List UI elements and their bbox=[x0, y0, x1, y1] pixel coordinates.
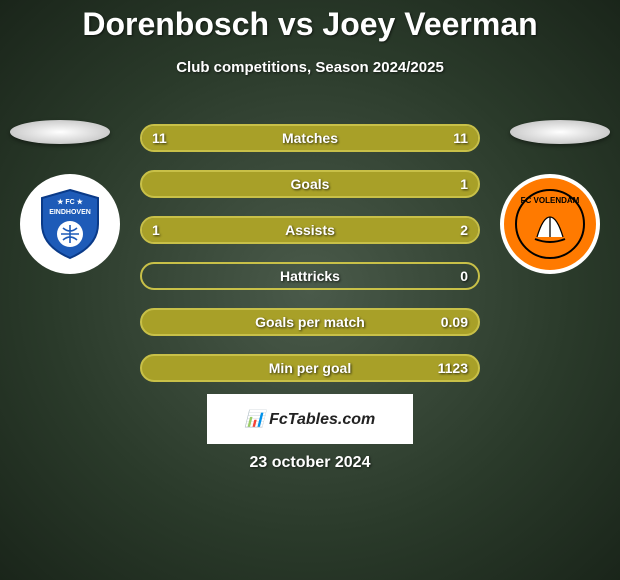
right-badge-shadow bbox=[510, 120, 610, 144]
stat-label: Matches bbox=[140, 124, 480, 152]
stat-label: Assists bbox=[140, 216, 480, 244]
watermark-banner: 📊 FcTables.com bbox=[207, 394, 413, 444]
stat-right-value: 2 bbox=[460, 216, 468, 244]
stat-right-value: 11 bbox=[453, 124, 468, 152]
stat-left-value: 11 bbox=[152, 124, 167, 152]
right-club-badge: FC VOLENDAM bbox=[500, 174, 600, 274]
stat-left-value: 1 bbox=[152, 216, 160, 244]
stat-row: Matches11 11 bbox=[140, 124, 480, 152]
comparison-card: Dorenbosch vs Joey Veerman Club competit… bbox=[0, 0, 620, 580]
stat-row: Hattricks0 bbox=[140, 262, 480, 290]
stat-label: Min per goal bbox=[140, 354, 480, 382]
stat-right-value: 1123 bbox=[438, 354, 468, 382]
subtitle: Club competitions, Season 2024/2025 bbox=[0, 59, 620, 76]
stat-row: Assists1 2 bbox=[140, 216, 480, 244]
eindhoven-logo-icon: ★ FC ★ EINDHOVEN bbox=[30, 184, 110, 264]
volendam-logo-icon: FC VOLENDAM bbox=[513, 187, 587, 261]
stat-right-value: 1 bbox=[460, 170, 468, 198]
stat-row: Goals1 bbox=[140, 170, 480, 198]
watermark-text: 📊 FcTables.com bbox=[245, 409, 375, 429]
left-club-badge: ★ FC ★ EINDHOVEN bbox=[20, 174, 120, 274]
stat-row: Min per goal1123 bbox=[140, 354, 480, 382]
stat-row: Goals per match0.09 bbox=[140, 308, 480, 336]
stat-label: Goals bbox=[140, 170, 480, 198]
stat-label: Hattricks bbox=[140, 262, 480, 290]
svg-text:EINDHOVEN: EINDHOVEN bbox=[49, 209, 91, 216]
left-badge-shadow bbox=[10, 120, 110, 144]
page-title: Dorenbosch vs Joey Veerman bbox=[0, 0, 620, 43]
date-line: 23 october 2024 bbox=[0, 454, 620, 472]
svg-text:FC VOLENDAM: FC VOLENDAM bbox=[521, 196, 580, 205]
stat-right-value: 0.09 bbox=[441, 308, 468, 336]
stat-right-value: 0 bbox=[460, 262, 468, 290]
stat-label: Goals per match bbox=[140, 308, 480, 336]
svg-text:★ FC ★: ★ FC ★ bbox=[57, 198, 83, 206]
stat-rows: Matches1111Goals1Assists12Hattricks0Goal… bbox=[140, 124, 480, 400]
